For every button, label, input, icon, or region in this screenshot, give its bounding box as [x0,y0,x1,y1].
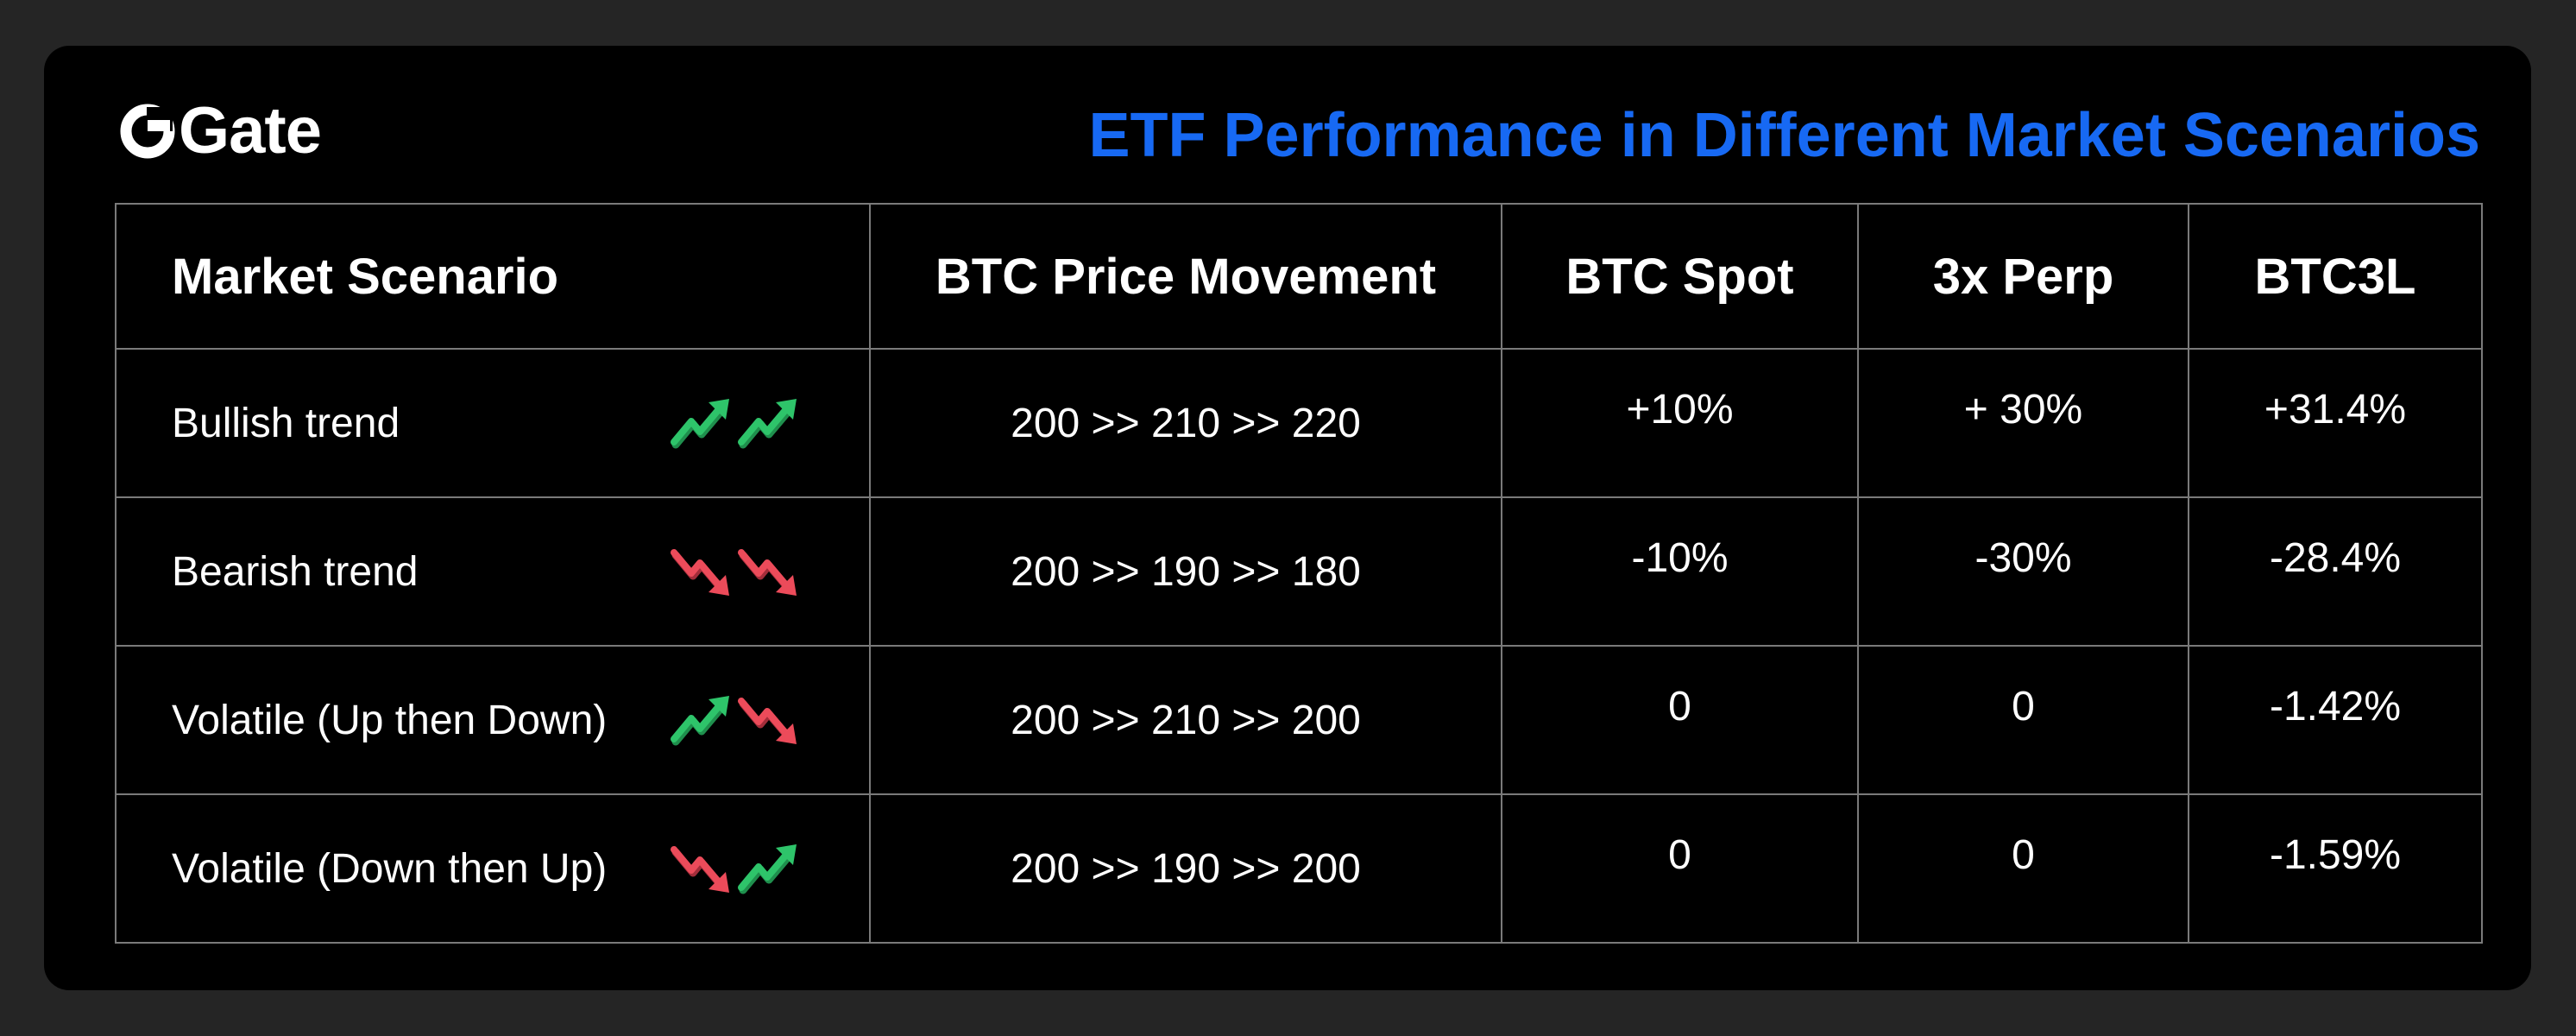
arrow-down-icon [738,544,800,599]
table-row: Volatile (Down then Up) 200 >> 190 >> 20… [115,793,2483,944]
page-title: ETF Performance in Different Market Scen… [1088,101,2480,170]
header-btc3l: BTC3L [2188,203,2483,350]
gate-logo-icon [120,104,175,159]
btc-spot-cell: -10% [1501,496,1859,647]
scenario-label: Bearish trend [172,548,419,595]
btc-spot-cell: +10% [1501,348,1859,498]
table-row: Bearish trend 200 >> 190 >> 180 -10% -30… [115,496,2483,647]
btc3l-cell: -28.4% [2188,496,2483,647]
scenario-cell: Volatile (Down then Up) [115,793,871,944]
scenario-label: Bullish trend [172,400,400,446]
table-row: Bullish trend 200 >> 210 >> 220 +10% + 3… [115,348,2483,498]
btc3l-cell: -1.59% [2188,793,2483,944]
table-row: Volatile (Up then Down) 200 >> 210 >> 20… [115,645,2483,795]
gate-logo: Gate [118,94,322,167]
scenario-cell: Volatile (Up then Down) [115,645,871,795]
scenario-cell: Bullish trend [115,348,871,498]
arrow-up-icon [738,841,800,896]
arrow-down-icon [671,544,733,599]
perp-3x-cell: 0 [1857,793,2189,944]
header-market-scenario: Market Scenario [115,203,871,350]
perp-3x-cell: 0 [1857,645,2189,795]
scenario-label: Volatile (Down then Up) [172,845,608,892]
price-movement-cell: 200 >> 190 >> 180 [869,496,1502,647]
arrow-down-icon [738,692,800,748]
btc3l-cell: -1.42% [2188,645,2483,795]
brand-name: Gate [179,94,322,167]
header-3x-perp: 3x Perp [1857,203,2189,350]
btc3l-cell: +31.4% [2188,348,2483,498]
price-movement-cell: 200 >> 190 >> 200 [869,793,1502,944]
header-btc-spot: BTC Spot [1501,203,1859,350]
scenario-cell: Bearish trend [115,496,871,647]
scenario-label: Volatile (Up then Down) [172,697,608,743]
table-header-row: Market Scenario BTC Price Movement BTC S… [115,203,2483,350]
arrow-up-icon [738,395,800,451]
perp-3x-cell: -30% [1857,496,2189,647]
btc-spot-cell: 0 [1501,793,1859,944]
arrow-up-icon [671,395,733,451]
price-movement-cell: 200 >> 210 >> 220 [869,348,1502,498]
arrow-down-icon [671,841,733,896]
scenario-table: Market Scenario BTC Price Movement BTC S… [115,203,2483,944]
header-btc-price-movement: BTC Price Movement [869,203,1502,350]
arrow-up-icon [671,692,733,748]
perp-3x-cell: + 30% [1857,348,2189,498]
price-movement-cell: 200 >> 210 >> 200 [869,645,1502,795]
btc-spot-cell: 0 [1501,645,1859,795]
